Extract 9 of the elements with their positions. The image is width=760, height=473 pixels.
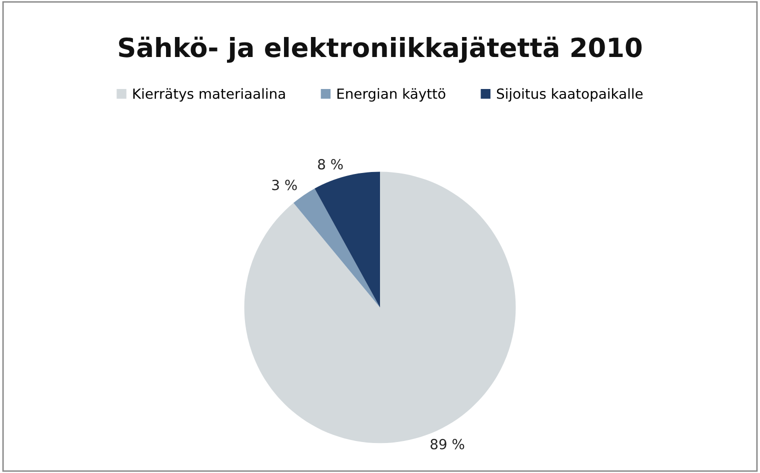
chart-title: Sähkö- ja elektroniikkajätettä 2010 bbox=[119, 36, 642, 63]
legend-label: Sijoitus kaatopaikalle bbox=[496, 88, 643, 102]
data-label: 8 % bbox=[318, 158, 343, 170]
pie-slice bbox=[314, 172, 380, 308]
pie-slice bbox=[293, 188, 380, 308]
legend-label: Energian käyttö bbox=[337, 88, 446, 102]
data-label: 3 % bbox=[272, 180, 297, 190]
data-label: 89 % bbox=[430, 438, 464, 450]
legend-label: Kierrätys materiaalina bbox=[133, 88, 285, 102]
